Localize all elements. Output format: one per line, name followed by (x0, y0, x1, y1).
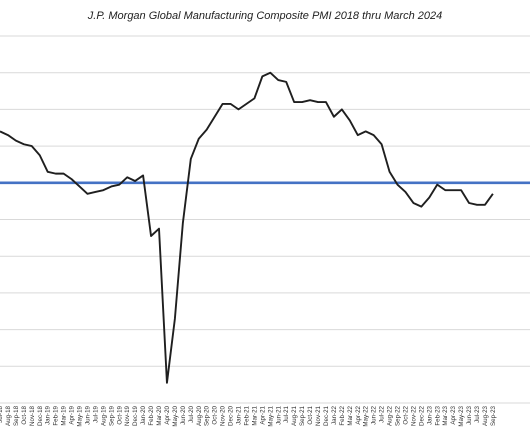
x-tick-label: Jan-20 (140, 405, 147, 424)
x-tick-label: Oct-18 (21, 405, 28, 424)
x-tick-label: Jan-21 (236, 405, 243, 424)
x-tick-label: Mar-23 (442, 405, 449, 425)
x-tick-label: Feb-20 (148, 405, 155, 425)
x-tick-label: Jan-19 (45, 405, 52, 424)
x-tick-label: Sep-23 (490, 405, 497, 426)
x-tick-label: Apr-20 (164, 405, 171, 424)
series-layer (0, 71, 494, 384)
x-tick-label: Oct-21 (307, 405, 314, 424)
x-tick-label: Dec-19 (132, 405, 139, 426)
x-tick-label: Jan-22 (331, 405, 338, 424)
x-tick-label: Aug-23 (482, 405, 489, 426)
x-tick-label: Nov-19 (124, 405, 131, 426)
x-tick-label: Sep-20 (204, 405, 211, 426)
x-tick-label: Jul-18 (0, 405, 4, 422)
x-tick-label: Aug-21 (291, 405, 298, 426)
x-tick-label: May-23 (458, 405, 465, 426)
x-tick-label: Nov-20 (220, 405, 227, 426)
x-axis-tick-labels: Jul-18 Aug-18 Sep-18 Oct-18 Nov-18 Dec-18 Jan-… (0, 405, 497, 426)
x-tick-label: Apr-19 (69, 405, 76, 424)
x-tick-label: May-19 (77, 405, 84, 426)
x-tick-label: Jun-20 (180, 405, 187, 424)
x-tick-label: Jul-20 (188, 405, 195, 422)
x-tick-label: Sep-18 (13, 405, 20, 426)
x-tick-label: Mar-21 (251, 405, 258, 425)
chart-title: J.P. Morgan Global Manufacturing Composi… (87, 10, 442, 22)
x-tick-label: Aug-19 (100, 405, 107, 426)
x-tick-label: Jul-19 (92, 405, 99, 422)
x-tick-label: Jun-22 (371, 405, 378, 424)
x-tick-label: Jan-23 (426, 405, 433, 424)
x-tick-label: Sep-21 (299, 405, 306, 426)
x-tick-label: Aug-22 (387, 405, 394, 426)
x-tick-label: Dec-22 (418, 405, 425, 426)
x-tick-label: Feb-23 (434, 405, 441, 425)
x-tick-label: Apr-23 (450, 405, 457, 424)
x-tick-label: Apr-21 (259, 405, 266, 424)
gridlines (0, 35, 530, 404)
x-tick-label: Aug-18 (5, 405, 12, 426)
pmi-series-line (0, 71, 494, 384)
x-tick-label: Jul-23 (474, 405, 481, 422)
x-tick-label: Feb-22 (339, 405, 346, 425)
x-tick-label: May-21 (267, 405, 274, 426)
x-tick-label: Dec-21 (323, 405, 330, 426)
x-tick-label: Jul-22 (379, 405, 386, 422)
x-tick-label: Jun-23 (466, 405, 473, 424)
x-tick-label: Jul-21 (283, 405, 290, 422)
x-tick-label: May-22 (363, 405, 370, 426)
x-tick-label: Nov-18 (29, 405, 36, 426)
x-tick-label: Jun-21 (275, 405, 282, 424)
x-tick-label: Jun-19 (84, 405, 91, 424)
x-tick-label: Dec-18 (37, 405, 44, 426)
x-tick-label: Oct-19 (116, 405, 123, 424)
x-tick-label: Mar-19 (61, 405, 68, 425)
x-tick-label: Nov-22 (410, 405, 417, 426)
x-tick-label: Oct-20 (212, 405, 219, 424)
x-tick-label: Mar-20 (156, 405, 163, 425)
x-tick-label: May-20 (172, 405, 179, 426)
x-tick-label: Dec-20 (228, 405, 235, 426)
x-tick-label: Feb-21 (243, 405, 250, 425)
x-tick-label: Mar-22 (347, 405, 354, 425)
x-tick-label: Sep-22 (395, 405, 402, 426)
x-tick-label: Sep-19 (108, 405, 115, 426)
x-tick-label: Nov-21 (315, 405, 322, 426)
x-tick-label: Oct-22 (402, 405, 409, 424)
x-tick-label: Aug-20 (196, 405, 203, 426)
x-tick-label: Feb-19 (53, 405, 60, 425)
x-tick-label: Apr-22 (355, 405, 362, 424)
